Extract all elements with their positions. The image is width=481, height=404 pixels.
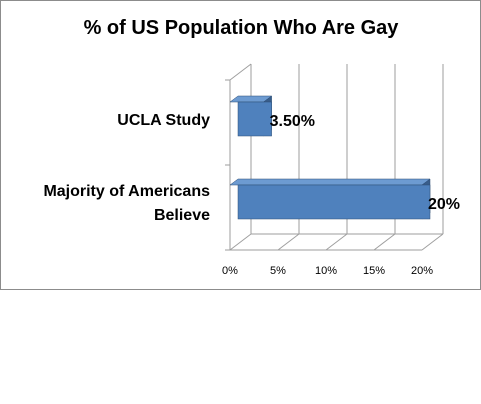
x-tick-label: 10% (315, 265, 337, 277)
x-tick-label: 5% (270, 265, 286, 277)
category-label: Majority of Americans (43, 183, 210, 200)
bar-top-face (229, 178, 431, 186)
x-tick-label: 20% (411, 265, 433, 277)
chart-bars (229, 95, 431, 220)
floor-gridline (373, 233, 396, 251)
x-tick-label: 15% (363, 265, 385, 277)
floor-gridline (421, 233, 444, 251)
category-label: Believe (154, 207, 210, 224)
category-labels: UCLA Study Majority of Americans Believe (43, 112, 210, 224)
data-label: 20% (428, 196, 460, 213)
x-axis-ticks: 0% 5% 10% 15% 20% (222, 265, 433, 277)
data-label: 3.50% (270, 113, 315, 130)
x-tick-label: 0% (222, 265, 238, 277)
chart-frame: % of US Population Who Are Gay 0% 5% 10% 15… (0, 0, 481, 290)
floor-gridline (277, 233, 300, 251)
bar (237, 184, 431, 220)
data-labels: 3.50% 20% (270, 113, 460, 213)
floor-gridline (229, 233, 252, 251)
chart-title: % of US Population Who Are Gay (84, 17, 400, 39)
floor-gridline (325, 233, 348, 251)
side-wall-edge (229, 63, 252, 81)
chart-gridlines (225, 63, 444, 251)
category-label: UCLA Study (117, 112, 210, 129)
bar (237, 101, 272, 137)
bar-chart: % of US Population Who Are Gay 0% 5% 10% 15… (43, 17, 460, 277)
